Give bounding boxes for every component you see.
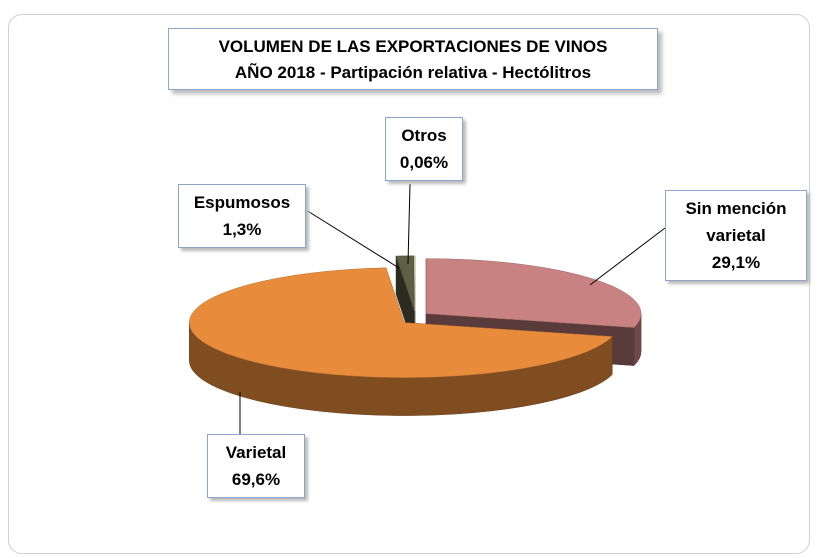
chart-subtitle: AÑO 2018 - Partipación relativa - Hectól…: [234, 63, 592, 82]
label-value: 1,3%: [222, 220, 262, 239]
leader-line: [305, 209, 400, 269]
data-label: Sin mención varietal 29,1%: [665, 190, 807, 281]
leader-line: [407, 183, 411, 265]
data-label: Varietal 69,6%: [207, 434, 305, 498]
label-category: Espumosos: [193, 193, 291, 212]
label-category: Varietal: [225, 443, 287, 462]
leader-line: [589, 227, 666, 286]
label-category: Otros: [401, 126, 447, 145]
chart-title: VOLUMEN DE LAS EXPORTACIONES DE VINOS: [218, 37, 608, 56]
chart-frame: [8, 14, 810, 554]
label-value: 69,6%: [231, 470, 281, 489]
label-value: 29,1%: [711, 253, 761, 272]
slice: [395, 255, 415, 311]
title-box: VOLUMEN DE LAS EXPORTACIONES DE VINOS AÑ…: [168, 28, 658, 90]
label-value: 0,06%: [399, 153, 449, 172]
slice: [413, 255, 416, 311]
data-label: Espumosos 1,3%: [178, 184, 306, 248]
label-category: Sin mención varietal: [685, 199, 787, 245]
slice: [189, 267, 613, 378]
data-label: Otros 0,06%: [385, 117, 463, 181]
